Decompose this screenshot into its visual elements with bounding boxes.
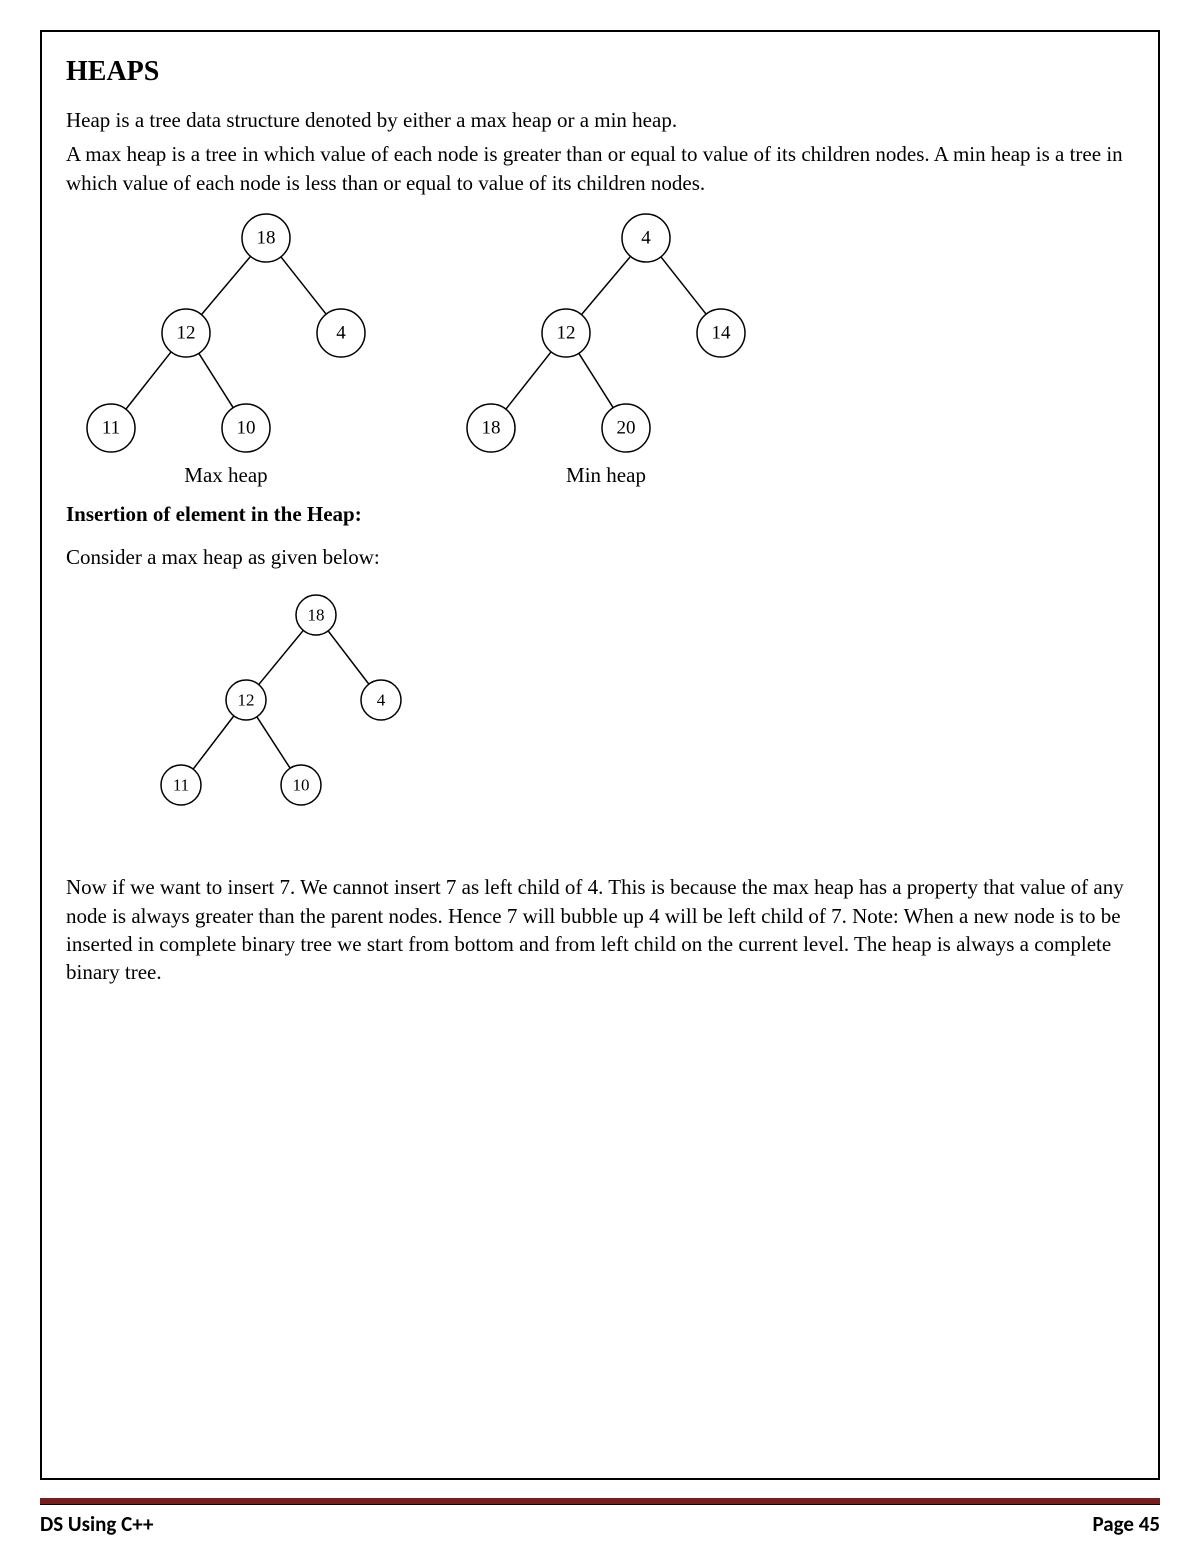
tree-edge: [259, 631, 304, 685]
tree-node-label: 4: [377, 691, 386, 710]
max-heap-caption: Max heap: [66, 463, 386, 488]
insertion-intro: Consider a max heap as given below:: [66, 543, 1134, 571]
tree-node-label: 18: [257, 228, 276, 249]
insertion-tree: 18 12 4 11 10: [126, 585, 426, 815]
insertion-tree-block: 18 12 4 11 10: [126, 585, 1134, 815]
page-title: HEAPS: [66, 56, 1134, 88]
tree-node-label: 11: [102, 418, 120, 439]
tree-edge: [201, 256, 250, 314]
max-heap-block: 18 12 4 11 10: [66, 203, 386, 463]
intro-paragraph-2: A max heap is a tree in which value of e…: [66, 140, 1134, 197]
tree-edge: [661, 257, 706, 314]
footer-rule: [40, 1498, 1160, 1505]
tree-node-label: 10: [237, 418, 256, 439]
tree-node-label: 4: [641, 228, 651, 249]
tree-node-label: 11: [173, 776, 189, 795]
heap-diagrams-row: 18 12 4 11 10 4 12 14 18 20: [66, 203, 1134, 463]
min-heap-tree: 4 12 14 18 20: [446, 203, 766, 463]
tree-edge: [579, 353, 613, 407]
tree-node-label: 14: [712, 323, 732, 344]
tree-edge: [281, 257, 326, 314]
intro-paragraph-1: Heap is a tree data structure denoted by…: [66, 106, 1134, 134]
footer-right: Page 45: [1093, 1511, 1160, 1537]
tree-edge: [257, 717, 290, 768]
tree-node-label: 10: [293, 776, 310, 795]
tree-node-label: 12: [177, 323, 196, 344]
insertion-heading: Insertion of element in the Heap:: [66, 502, 1134, 527]
tree-edge: [126, 352, 171, 409]
caption-row: Max heap Min heap: [66, 463, 1134, 488]
tree-edge: [328, 631, 369, 684]
tree-node-label: 4: [336, 323, 346, 344]
tree-node-label: 20: [617, 418, 636, 439]
page: HEAPS Heap is a tree data structure deno…: [0, 0, 1200, 1553]
tree-node-label: 18: [482, 418, 501, 439]
tree-edge: [193, 716, 234, 769]
tree-edge: [506, 352, 551, 409]
min-heap-caption: Min heap: [446, 463, 766, 488]
footer-left: DS Using C++: [40, 1511, 153, 1537]
tree-node-label: 12: [557, 323, 576, 344]
tree-node-label: 12: [238, 691, 255, 710]
content-frame: HEAPS Heap is a tree data structure deno…: [40, 30, 1160, 1480]
tree-edge: [199, 353, 233, 407]
footer-row: DS Using C++ Page 45: [40, 1511, 1160, 1537]
insertion-explanation: Now if we want to insert 7. We cannot in…: [66, 873, 1134, 986]
tree-node-label: 18: [308, 606, 325, 625]
min-heap-block: 4 12 14 18 20: [446, 203, 766, 463]
tree-edge: [581, 256, 630, 314]
max-heap-tree: 18 12 4 11 10: [66, 203, 386, 463]
